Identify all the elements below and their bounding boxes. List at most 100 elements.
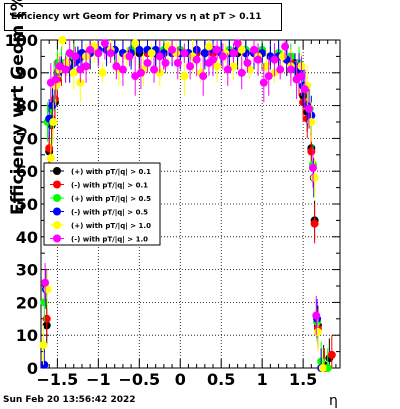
data-point xyxy=(58,36,67,44)
data-point xyxy=(310,173,319,182)
data-point xyxy=(180,49,189,58)
legend-marker xyxy=(53,180,61,189)
data-point xyxy=(312,311,321,320)
title-box: Efficiency wrt Geom for Primary vs η at … xyxy=(4,3,282,31)
legend-marker xyxy=(53,194,61,202)
data-point xyxy=(297,72,306,81)
y-tick-label: 10 xyxy=(16,326,38,345)
data-point xyxy=(147,49,156,58)
data-point xyxy=(41,278,50,287)
data-point xyxy=(249,45,258,54)
data-point xyxy=(304,104,313,113)
legend-marker xyxy=(53,221,61,229)
y-tick-label: 80 xyxy=(16,97,38,116)
y-tick-label: 30 xyxy=(16,261,38,280)
legend-label: (+) with pT/|q| > 0.5 xyxy=(71,195,151,204)
data-point xyxy=(264,72,273,81)
data-point xyxy=(155,52,164,61)
data-point xyxy=(125,52,134,61)
data-point xyxy=(86,45,95,54)
data-point xyxy=(300,85,309,94)
data-point xyxy=(112,62,121,71)
chart-title: Efficiency wrt Geom for Primary vs η at … xyxy=(11,12,262,22)
legend-label: (-) with pT/|q| > 0.1 xyxy=(71,182,148,191)
data-point xyxy=(168,45,177,54)
data-point xyxy=(150,65,159,74)
data-point xyxy=(204,42,213,51)
data-point xyxy=(259,78,268,87)
y-tick-label: 70 xyxy=(16,129,38,148)
x-tick-label: −1.5 xyxy=(37,370,79,389)
y-tick-label: 60 xyxy=(16,162,38,181)
data-point xyxy=(213,62,222,71)
data-point xyxy=(310,219,319,228)
data-point xyxy=(200,49,209,58)
y-tick-label: 100 xyxy=(5,31,38,50)
legend-label: (-) with pT/|q| > 1.0 xyxy=(71,236,148,245)
data-point xyxy=(45,144,54,153)
data-point xyxy=(192,55,201,64)
y-tick-label: 0 xyxy=(27,359,38,378)
data-point xyxy=(209,55,218,64)
legend-marker xyxy=(53,234,61,243)
data-point xyxy=(281,42,290,51)
timestamp: Sun Feb 20 13:56:42 2022 xyxy=(3,395,136,405)
data-point xyxy=(286,65,295,74)
data-point xyxy=(318,364,327,372)
data-point xyxy=(237,45,246,54)
data-point xyxy=(49,118,58,126)
data-point xyxy=(237,68,246,77)
data-point xyxy=(135,45,144,54)
x-tick-label: 0.5 xyxy=(207,370,235,389)
data-point xyxy=(243,58,252,67)
data-point xyxy=(327,350,336,359)
data-point xyxy=(270,55,279,64)
data-point xyxy=(213,45,222,54)
data-point xyxy=(199,72,208,81)
data-point xyxy=(143,58,152,67)
data-point xyxy=(118,65,127,74)
legend-label: (+) with pT/|q| > 0.1 xyxy=(71,168,151,177)
data-point xyxy=(307,147,316,156)
data-point xyxy=(39,341,48,350)
data-point xyxy=(186,62,195,71)
data-point xyxy=(308,163,317,172)
x-tick-label: 1 xyxy=(257,370,268,389)
x-tick-label: 1.5 xyxy=(289,370,317,389)
data-point xyxy=(69,68,78,77)
data-point xyxy=(313,327,322,336)
data-point xyxy=(131,39,140,48)
data-point xyxy=(180,72,189,81)
data-point xyxy=(218,52,227,61)
data-point xyxy=(229,49,238,58)
data-point xyxy=(233,39,242,48)
data-point xyxy=(173,58,182,67)
data-point xyxy=(98,68,107,77)
x-axis-label: η xyxy=(329,393,338,409)
data-point xyxy=(106,49,115,58)
data-point xyxy=(51,75,60,84)
legend-label: (+) with pT/|q| > 1.0 xyxy=(71,222,151,231)
data-point xyxy=(136,68,145,77)
legend-label: (-) with pT/|q| > 0.5 xyxy=(71,209,148,218)
y-tick-label: 20 xyxy=(16,293,38,312)
data-point xyxy=(61,65,70,74)
data-point xyxy=(276,65,285,74)
data-point xyxy=(94,49,103,58)
y-tick-label: 90 xyxy=(16,64,38,83)
y-tick-label: 50 xyxy=(16,195,38,214)
data-point xyxy=(223,65,232,74)
data-point xyxy=(48,101,57,110)
x-tick-label: 0 xyxy=(175,370,186,389)
data-point xyxy=(100,39,109,48)
data-point xyxy=(40,360,49,369)
x-tick-label: −1 xyxy=(86,370,111,389)
data-point xyxy=(46,154,55,163)
data-point xyxy=(82,62,91,71)
legend-box xyxy=(43,162,161,246)
legend-marker xyxy=(53,207,61,216)
data-point xyxy=(161,58,170,67)
data-point xyxy=(254,55,263,64)
